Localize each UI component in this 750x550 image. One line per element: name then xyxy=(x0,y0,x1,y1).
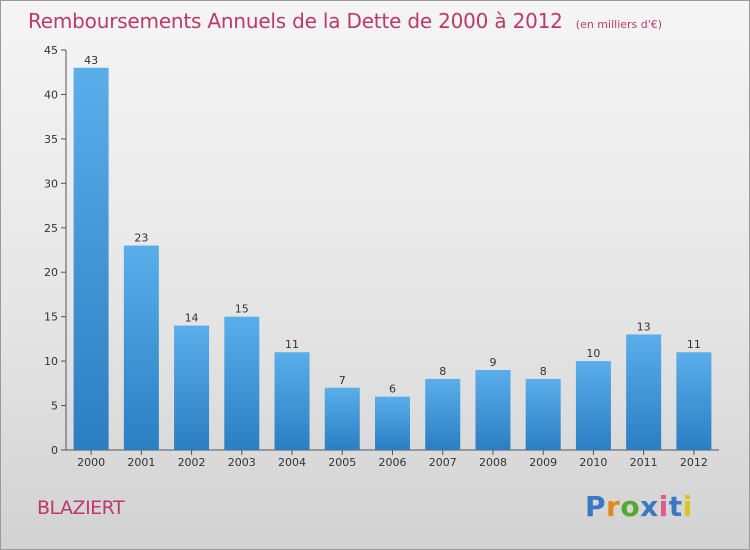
bar xyxy=(224,316,260,450)
x-tick-label: 2011 xyxy=(630,456,658,469)
data-label: 11 xyxy=(687,338,701,351)
x-tick-label: 2010 xyxy=(579,456,607,469)
data-label: 8 xyxy=(540,365,547,378)
logo-letter: i xyxy=(658,490,669,523)
bar xyxy=(274,352,310,450)
bar xyxy=(174,325,210,450)
bar xyxy=(575,361,611,450)
data-label: 6 xyxy=(389,383,396,396)
title-row: Remboursements Annuels de la Dette de 20… xyxy=(28,9,662,33)
bar xyxy=(375,396,410,450)
x-tick-label: 2009 xyxy=(529,456,557,469)
y-tick-label: 45 xyxy=(44,44,58,57)
logo-letter: i xyxy=(682,490,693,523)
x-tick-label: 2003 xyxy=(228,456,256,469)
x-tick-label: 2000 xyxy=(77,456,105,469)
data-label: 11 xyxy=(285,338,299,351)
y-tick-label: 5 xyxy=(51,400,58,413)
bar xyxy=(475,370,511,450)
data-label: 14 xyxy=(185,312,199,325)
y-tick-label: 40 xyxy=(44,88,58,101)
y-tick-label: 30 xyxy=(44,177,58,190)
bar xyxy=(324,387,360,450)
bar xyxy=(525,378,561,450)
data-label: 43 xyxy=(84,54,98,67)
logo-letter: P xyxy=(585,490,607,523)
data-label: 10 xyxy=(586,347,600,360)
x-tick-label: 2012 xyxy=(680,456,708,469)
x-tick-label: 2006 xyxy=(379,456,407,469)
y-tick-label: 20 xyxy=(44,266,58,279)
y-tick-label: 25 xyxy=(44,222,58,235)
y-tick-label: 15 xyxy=(44,311,58,324)
x-tick-label: 2005 xyxy=(328,456,356,469)
bar xyxy=(425,378,461,450)
proxiti-logo: Proxiti xyxy=(585,490,693,523)
bar xyxy=(73,67,109,451)
y-tick-label: 0 xyxy=(51,444,58,457)
bar xyxy=(626,334,662,450)
logo-letter: x xyxy=(640,490,659,523)
x-tick-label: 2008 xyxy=(479,456,507,469)
data-label: 23 xyxy=(134,232,148,245)
data-label: 9 xyxy=(489,356,496,369)
bar xyxy=(123,245,159,450)
data-label: 15 xyxy=(235,303,249,316)
chart-subtitle: (en milliers d'€) xyxy=(575,18,663,31)
x-tick-label: 2002 xyxy=(178,456,206,469)
data-label: 8 xyxy=(439,365,446,378)
x-tick-label: 2007 xyxy=(429,456,457,469)
x-tick-label: 2001 xyxy=(127,456,155,469)
logo-letter: r xyxy=(606,490,621,523)
commune-name: BLAZIERT xyxy=(37,497,125,519)
y-tick-label: 10 xyxy=(44,355,58,368)
logo-letter: o xyxy=(620,490,641,523)
data-label: 7 xyxy=(339,374,346,387)
data-label: 13 xyxy=(637,320,651,333)
logo-letter: t xyxy=(668,490,683,523)
chart-title: Remboursements Annuels de la Dette de 20… xyxy=(28,9,563,33)
x-tick-label: 2004 xyxy=(278,456,306,469)
y-tick-label: 35 xyxy=(44,133,58,146)
bar xyxy=(676,352,712,450)
